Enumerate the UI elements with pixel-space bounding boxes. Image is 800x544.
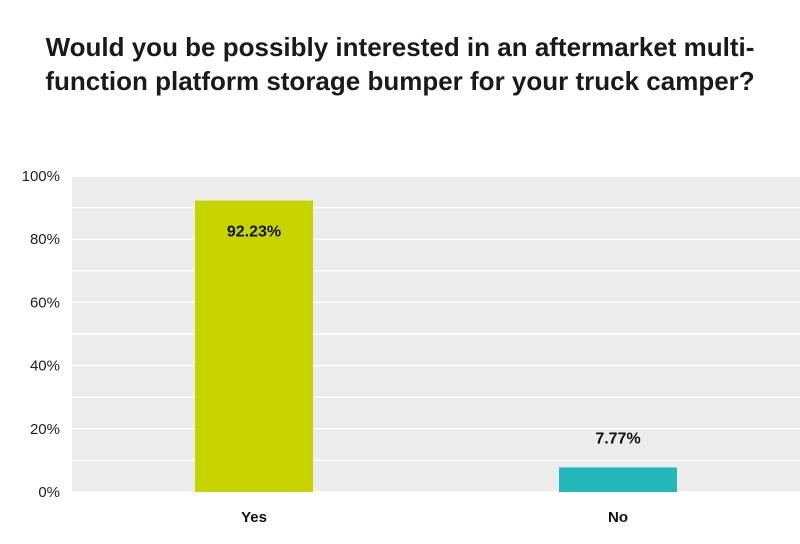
gridlines (72, 175, 800, 493)
y-tick-label: 0% (38, 484, 60, 501)
y-axis: 0% 20% 40% 60% 80% 100% (22, 168, 60, 501)
x-axis: Yes No (241, 509, 628, 526)
y-tick-label: 60% (30, 294, 60, 311)
bar-no (559, 467, 677, 492)
y-tick-label: 80% (30, 231, 60, 248)
bars: 92.23% 7.77% (195, 200, 677, 492)
data-label-no: 7.77% (595, 430, 640, 447)
bar-yes (195, 200, 313, 492)
y-tick-label: 100% (22, 168, 60, 185)
chart-title: Would you be possibly interested in an a… (45, 32, 755, 96)
y-tick-label: 20% (30, 421, 60, 438)
x-tick-label-no: No (608, 509, 628, 526)
x-tick-label-yes: Yes (241, 509, 267, 526)
data-label-yes: 92.23% (227, 224, 281, 241)
y-tick-label: 40% (30, 358, 60, 375)
